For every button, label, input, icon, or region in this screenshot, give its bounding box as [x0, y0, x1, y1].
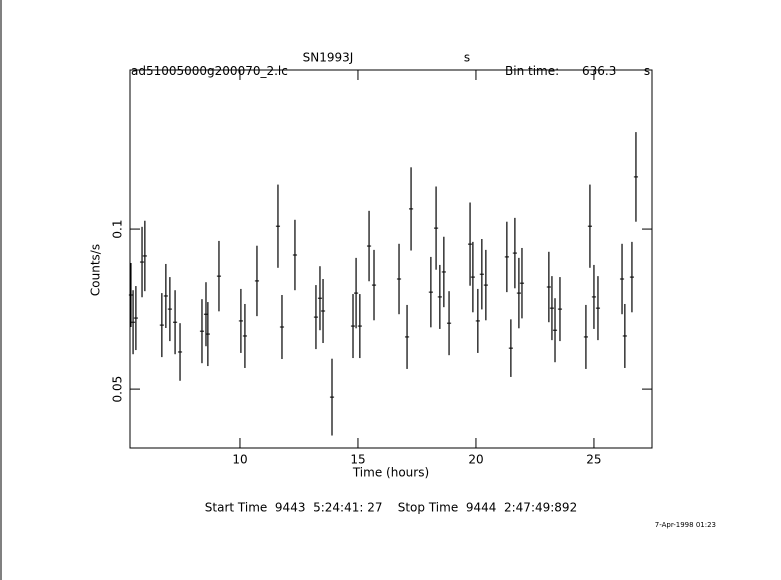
y-tick-label: 0.05 — [111, 376, 125, 403]
file-name: ad51005000g200070_2.lc — [131, 64, 288, 78]
x-axis-title: Time (hours) — [352, 466, 429, 480]
x-tick-label: 10 — [232, 453, 247, 467]
chart-title: SN1993J — [303, 51, 354, 65]
timestamp: 7-Apr-1998 01:23 — [655, 521, 716, 529]
y-axis-title: Counts/s — [89, 244, 103, 296]
title-unit: s — [464, 51, 470, 65]
bin-value: 636.3 — [582, 64, 616, 78]
x-tick-label: 15 — [350, 453, 365, 467]
bin-label: Bin time: — [505, 64, 559, 78]
x-tick-label: 25 — [586, 453, 601, 467]
bin-unit: s — [644, 64, 650, 78]
y-tick-label: 0.1 — [111, 220, 125, 239]
plot-frame — [129, 69, 653, 449]
x-tick-label: 20 — [468, 453, 483, 467]
footer: Start Time 9443 5:24:41: 27 Stop Time 94… — [205, 501, 577, 515]
